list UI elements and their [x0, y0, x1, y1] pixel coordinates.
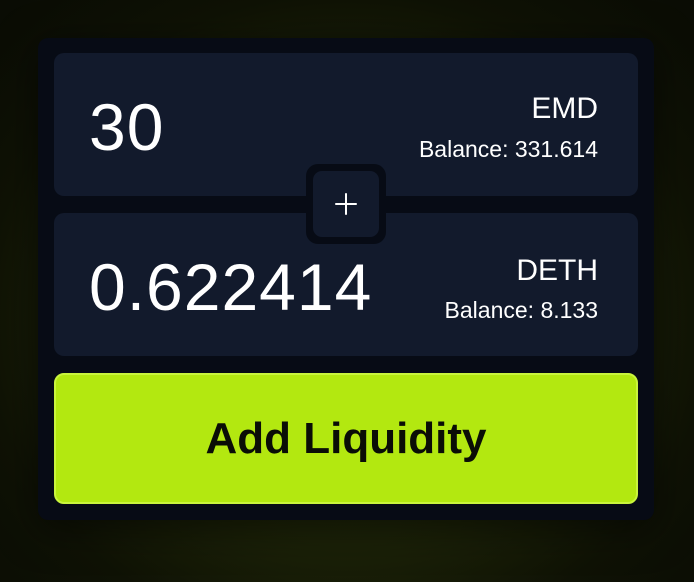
token-a-balance: Balance: 331.614 — [418, 136, 598, 162]
plus-button[interactable] — [313, 171, 379, 237]
plus-separator — [306, 164, 386, 244]
token-b-balance: Balance: 8.133 — [444, 297, 598, 323]
token-a-symbol: EMD — [531, 92, 598, 125]
add-liquidity-card: 30 EMD Balance: 331.614 0.622414 DETH Ba… — [38, 38, 654, 520]
add-liquidity-button[interactable]: Add Liquidity — [54, 373, 638, 504]
token-b-symbol: DETH — [516, 254, 598, 287]
plus-icon — [335, 193, 357, 215]
token-a-amount-input[interactable]: 30 — [89, 90, 165, 164]
token-b-amount-input[interactable]: 0.622414 — [89, 250, 373, 324]
